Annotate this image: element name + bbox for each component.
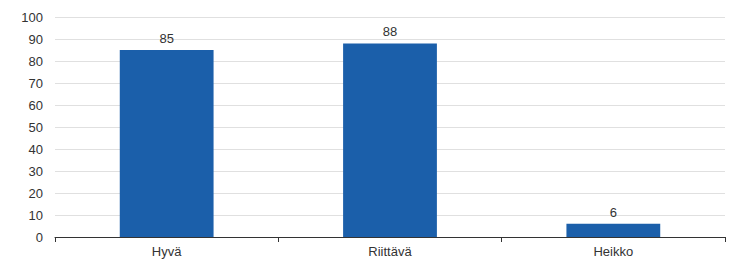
svg-text:30: 30: [29, 164, 43, 179]
svg-text:10: 10: [29, 208, 43, 223]
svg-text:70: 70: [29, 76, 43, 91]
svg-text:100: 100: [21, 10, 43, 25]
svg-text:40: 40: [29, 142, 43, 157]
svg-text:88: 88: [383, 24, 397, 39]
svg-text:Riittävä: Riittävä: [368, 244, 412, 259]
svg-text:90: 90: [29, 32, 43, 47]
svg-text:50: 50: [29, 120, 43, 135]
svg-text:85: 85: [159, 31, 173, 46]
svg-text:Heikko: Heikko: [593, 244, 633, 259]
svg-text:20: 20: [29, 186, 43, 201]
svg-text:6: 6: [610, 205, 617, 220]
svg-text:60: 60: [29, 98, 43, 113]
svg-text:80: 80: [29, 54, 43, 69]
svg-text:0: 0: [36, 230, 43, 245]
svg-text:Hyvä: Hyvä: [152, 244, 182, 259]
